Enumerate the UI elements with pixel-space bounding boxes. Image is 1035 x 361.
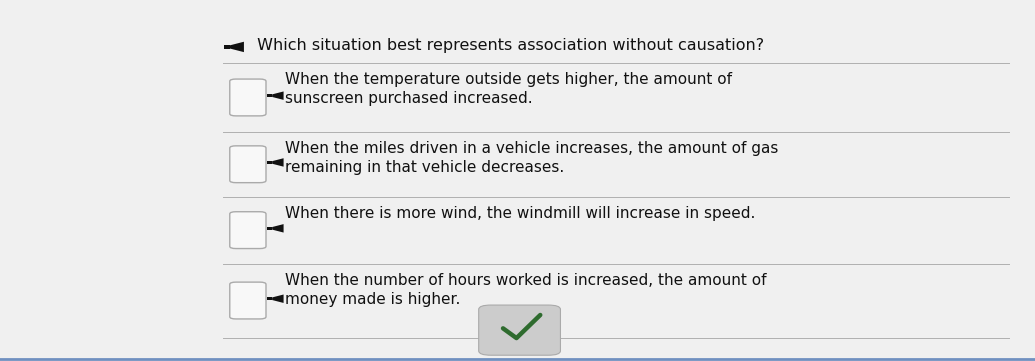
FancyBboxPatch shape [230, 146, 266, 183]
Text: When the temperature outside gets higher, the amount of
sunscreen purchased incr: When the temperature outside gets higher… [285, 72, 732, 106]
Polygon shape [272, 224, 284, 232]
Text: When there is more wind, the windmill will increase in speed.: When there is more wind, the windmill wi… [285, 206, 755, 221]
Text: Which situation best represents association without causation?: Which situation best represents associat… [252, 38, 764, 53]
FancyBboxPatch shape [230, 212, 266, 248]
Polygon shape [272, 91, 284, 100]
Text: When the number of hours worked is increased, the amount of
money made is higher: When the number of hours worked is incre… [285, 273, 766, 307]
Polygon shape [267, 94, 272, 97]
Polygon shape [272, 158, 284, 167]
FancyBboxPatch shape [230, 282, 266, 319]
Polygon shape [272, 295, 284, 303]
Polygon shape [267, 161, 272, 164]
Polygon shape [267, 227, 272, 230]
FancyBboxPatch shape [478, 305, 561, 355]
Polygon shape [230, 42, 244, 52]
Text: When the miles driven in a vehicle increases, the amount of gas
remaining in tha: When the miles driven in a vehicle incre… [285, 141, 778, 175]
Polygon shape [224, 45, 230, 48]
Polygon shape [267, 297, 272, 300]
FancyBboxPatch shape [230, 79, 266, 116]
